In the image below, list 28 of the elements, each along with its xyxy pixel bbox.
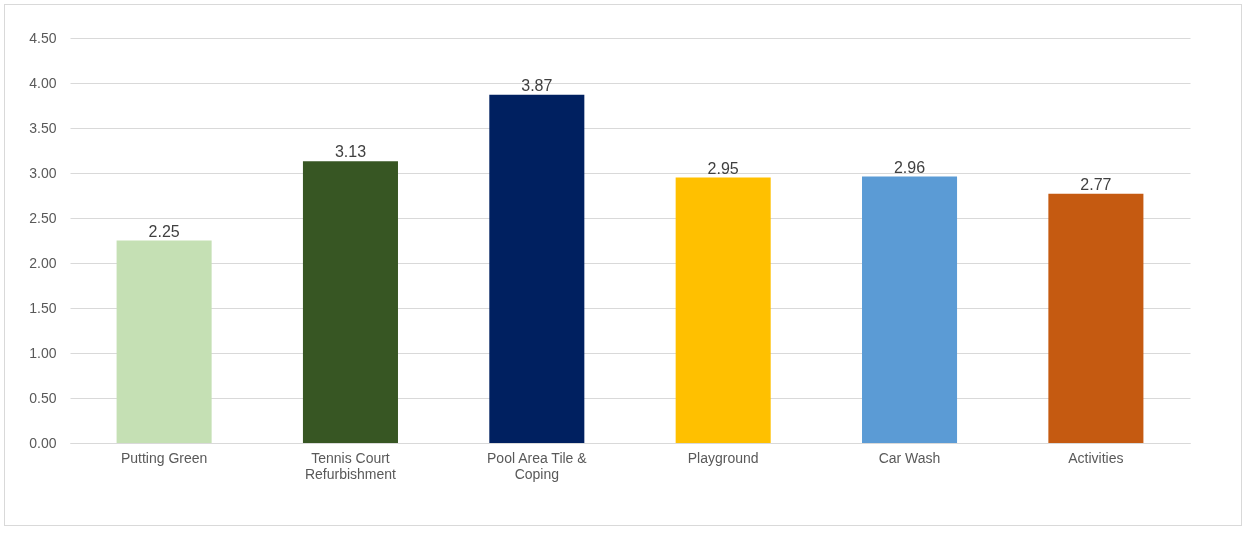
- x-tick-label: Pool Area Tile & Coping: [487, 449, 588, 482]
- x-tick-label: Car Wash: [878, 449, 941, 466]
- y-tick-label: 2.00: [29, 254, 57, 271]
- x-tick-label: Tennis Court Refurbishment: [304, 449, 397, 482]
- data-label: 2.25: [148, 222, 180, 240]
- bar: [302, 161, 398, 443]
- bar: [489, 94, 585, 443]
- data-label: 2.77: [1080, 175, 1112, 193]
- data-label: 3.13: [334, 143, 367, 161]
- y-tick-label: 4.00: [29, 74, 57, 91]
- y-tick-label: 1.50: [29, 299, 57, 316]
- bar: [116, 240, 212, 443]
- x-tick-label: Putting Green: [120, 449, 208, 466]
- bar: [1048, 193, 1144, 443]
- bar: [675, 177, 771, 443]
- y-tick-label: 1.00: [29, 344, 57, 361]
- y-tick-label: 3.00: [29, 164, 57, 181]
- y-tick-label: 3.50: [29, 119, 57, 136]
- bar: [862, 176, 958, 443]
- data-label: 3.87: [521, 76, 553, 94]
- data-label: 2.96: [893, 158, 926, 176]
- y-tick-label: 2.50: [29, 209, 57, 226]
- x-tick-label: Playground: [687, 449, 759, 466]
- y-tick-label: 4.50: [29, 29, 57, 46]
- y-tick-label: 0.00: [29, 434, 57, 451]
- y-tick-label: 0.50: [29, 389, 57, 406]
- data-label: 2.95: [707, 159, 739, 177]
- x-tick-label: Activities: [1068, 449, 1124, 466]
